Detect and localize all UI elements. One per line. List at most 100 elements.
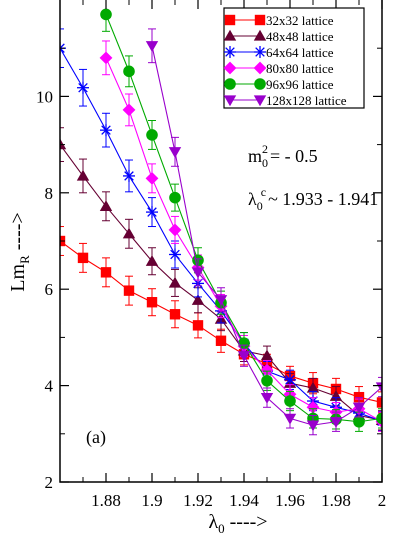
legend-marker (223, 29, 237, 41)
y-tick-label: 6 (45, 280, 54, 299)
square-marker (169, 309, 181, 320)
square-marker (192, 320, 204, 331)
data-point (352, 402, 366, 414)
legend-label: 32x32 lattice (266, 13, 334, 28)
data-point (145, 171, 159, 185)
square-marker (100, 267, 112, 278)
error-bar (378, 376, 382, 398)
data-point (123, 169, 135, 182)
legend-item-1: 48x48 lattice (223, 29, 334, 44)
triangle-down-marker (306, 420, 320, 432)
data-point (122, 227, 136, 239)
data-point (168, 147, 182, 159)
square-marker (376, 397, 382, 408)
data-point (306, 381, 320, 393)
data-point (260, 363, 274, 377)
triangle-up-marker (122, 227, 136, 239)
data-point (238, 337, 250, 349)
diamond-marker (260, 363, 274, 377)
y-axis-title-main: Lm (7, 263, 29, 291)
lambda-value: ~ 1.933 - 1.941 (268, 189, 378, 209)
circle-marker (261, 374, 273, 387)
x-tick-label: 1.9 (141, 491, 162, 510)
asterisk-marker (146, 206, 158, 219)
circle-marker (254, 78, 266, 90)
asterisk-marker (284, 373, 296, 386)
series-layer (60, 0, 382, 436)
data-point (353, 415, 365, 428)
data-point (168, 223, 182, 237)
legend-marker (224, 78, 236, 90)
y-tick-label: 8 (45, 184, 54, 203)
asterisk-marker (123, 169, 135, 182)
triangle-up-marker (145, 255, 159, 266)
data-point (99, 200, 113, 211)
y-axis-title-tail: ----> (7, 212, 29, 255)
data-point (76, 169, 90, 181)
asterisk-marker (254, 46, 266, 58)
error-bar (378, 408, 382, 429)
data-point (169, 248, 181, 261)
circle-marker (169, 191, 181, 204)
diamond-marker (253, 61, 267, 75)
legend-item-4: 96x96 lattice (224, 77, 334, 92)
error-bar (60, 28, 64, 68)
data-point (237, 351, 251, 362)
legend-label: 96x96 lattice (266, 77, 334, 92)
x-axis-title: λ0 ----> (208, 511, 267, 536)
series-line (60, 144, 382, 421)
mass-sup: 2 (262, 142, 268, 156)
legend-item-5: 128x128 lattice (223, 93, 347, 108)
circle-marker (376, 412, 382, 425)
circle-marker (238, 337, 250, 349)
legend-marker (254, 14, 266, 26)
data-point (168, 276, 182, 288)
y-tick-label: 4 (45, 377, 54, 396)
legend-box (223, 7, 365, 109)
triangle-up-marker (99, 200, 113, 211)
legend-marker (253, 29, 267, 41)
legend-marker (254, 78, 266, 90)
circle-marker (100, 8, 112, 21)
panel-label: (a) (86, 427, 106, 448)
data-point (261, 374, 273, 387)
x-axis-title-sub: 0 (218, 521, 225, 536)
data-point (146, 129, 158, 141)
square-marker (123, 285, 135, 296)
legend-marker (254, 46, 266, 58)
legend-marker (223, 61, 237, 75)
circle-marker (224, 78, 236, 90)
data-point (60, 138, 67, 150)
triangle-down-marker (168, 147, 182, 159)
data-point (169, 191, 181, 204)
data-point (123, 285, 135, 296)
data-point (376, 397, 382, 408)
series-line (105, 57, 382, 423)
triangle-down-marker (237, 351, 251, 362)
square-marker (146, 297, 158, 308)
triangle-down-marker (223, 95, 237, 107)
data-point (191, 267, 205, 279)
circle-marker (353, 415, 365, 428)
x-tick-label: 1.94 (229, 491, 259, 510)
data-point (329, 417, 343, 428)
diamond-marker (122, 103, 136, 117)
triangle-down-marker (283, 413, 297, 425)
lambda-annotation: λ0c ~ 1.933 - 1.941 (248, 185, 378, 213)
diamond-marker (99, 51, 113, 65)
asterisk-marker (169, 248, 181, 261)
data-point (215, 335, 227, 346)
circle-marker (146, 129, 158, 141)
legend-marker (253, 95, 267, 107)
square-marker (254, 14, 266, 26)
triangle-down-marker (352, 402, 366, 414)
mass-sub: 0 (262, 156, 268, 170)
triangle-up-marker (191, 294, 205, 305)
error-bar (378, 410, 382, 431)
asterisk-marker (224, 46, 236, 58)
data-point (283, 413, 297, 425)
data-point (146, 206, 158, 219)
square-marker (215, 335, 227, 346)
data-point (123, 65, 135, 78)
